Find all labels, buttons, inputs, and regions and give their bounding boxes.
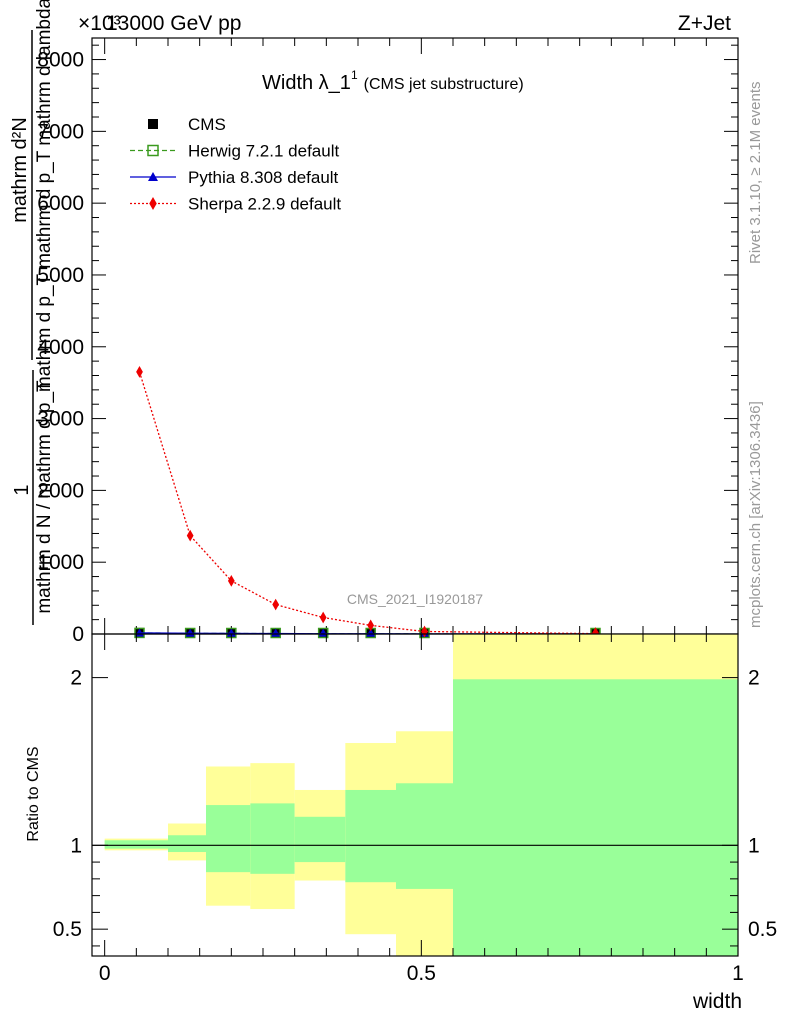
header-left: 13000 GeV pp [106, 12, 241, 35]
legend-label: Herwig 7.2.1 default [188, 142, 339, 161]
ylabel-prefix-num: 1 [11, 484, 33, 495]
ratio-x-axis: 0 0.5 1 [99, 634, 744, 985]
ratio-x-tick-label: 0 [99, 962, 111, 985]
series-point [367, 619, 375, 632]
plot-title-sup: 1 [351, 68, 358, 82]
main-y-tick-label: 2000 [37, 479, 84, 502]
legend: CMS Herwig 7.2.1 default Pythia 8.308 defa… [130, 115, 341, 214]
ratio-stat-band [396, 783, 453, 889]
ratio-y-tick-label-right: 1 [748, 834, 760, 857]
ratio-y-label: Ratio to CMS [25, 746, 42, 841]
ratio-y-tick-label-right: 2 [748, 667, 760, 690]
plot-title-paren: (CMS jet substructure) [364, 76, 524, 93]
ratio-frame [91, 633, 739, 957]
main-y-tick-label: 5000 [37, 264, 84, 287]
header-exponent: ×10³ [78, 12, 121, 35]
ratio-stat-band [104, 840, 168, 849]
main-y-axis: 0 1000 2000 3000 4000 5000 6000 7000 8000 [37, 44, 738, 646]
main-y-tick-label: 7000 [37, 120, 84, 143]
ratio-stat-band [168, 835, 206, 853]
ylabel-num: mathrm d²N [9, 117, 31, 223]
ratio-y-tick-label: 1 [70, 834, 82, 857]
ratio-y-tick-label-right: 0.5 [748, 918, 777, 941]
series-point [272, 598, 280, 611]
ylabel-den: mathrm d p_T mathrm d p_T mathrm d lambd… [34, 0, 55, 392]
mcplots-label: mcplots.cern.ch [arXiv:1306.3436] [747, 401, 764, 628]
ratio-panel: 0.5 0.51 12 2 0 0.5 1 Ratio to CMS width [25, 633, 777, 1013]
main-y-tick-label: 1000 [37, 551, 84, 574]
series-point [186, 529, 194, 542]
ratio-stat-band [250, 803, 295, 874]
plot-title: Width λ_11 (CMS jet substructure) [262, 68, 524, 94]
ratio-stat-band [294, 816, 346, 863]
legend-marker [149, 197, 157, 210]
ratio-y-tick-label: 2 [70, 667, 82, 690]
series-point [136, 366, 143, 378]
ratio-stat-band [345, 789, 396, 883]
plot-title-main: Width λ_1 [262, 72, 351, 94]
ratio-x-tick-label: 1 [732, 962, 744, 985]
series-point [227, 575, 235, 587]
main-x-axis [104, 38, 739, 634]
main-panel: 0 1000 2000 3000 4000 5000 6000 7000 8000 Width … [37, 37, 739, 646]
legend-marker [148, 172, 158, 181]
legend-marker [147, 144, 159, 157]
header-right: Z+Jet [678, 12, 731, 35]
series-line [138, 371, 596, 635]
main-y-tick-label: 8000 [37, 49, 84, 72]
ratio-bands [92, 634, 738, 956]
legend-label: Pythia 8.308 default [188, 168, 339, 187]
main-y-label: 1 mathrm d N / mathrm d p_T mathrm d²N m… [9, 0, 55, 625]
x-axis-label: width [692, 990, 742, 1013]
analysis-watermark: CMS_2021_I1920187 [347, 591, 483, 607]
main-y-tick-label: 3000 [37, 408, 84, 431]
ratio-y-tick-label: 0.5 [53, 918, 82, 941]
main-y-tick-label: 4000 [37, 336, 84, 359]
ylabel-prefix-den: mathrm d N / mathrm d p_T [34, 380, 55, 614]
ratio-x-tick-label: 0.5 [407, 962, 436, 985]
ratio-stat-band [453, 679, 738, 956]
legend-marker [148, 119, 158, 129]
ratio-stat-band [206, 805, 251, 873]
series-point [319, 611, 327, 624]
main-y-tick-label: 6000 [37, 192, 84, 215]
main-y-tick-label: 0 [72, 623, 84, 646]
main-series [134, 366, 601, 639]
legend-label: CMS [188, 115, 226, 134]
legend-label: Sherpa 2.2.9 default [188, 195, 341, 214]
rivet-label: Rivet 3.1.10, ≥ 2.1M events [747, 82, 764, 265]
ratio-y-axis: 0.5 0.5 1 1 2 2 [53, 667, 777, 947]
